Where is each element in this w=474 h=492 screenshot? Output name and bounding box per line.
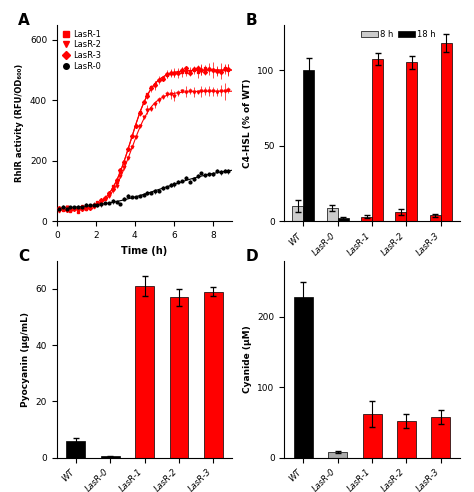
- Bar: [66, 441, 85, 458]
- Bar: [294, 297, 313, 458]
- Text: B: B: [246, 13, 257, 28]
- Text: A: A: [18, 13, 30, 28]
- Bar: [363, 414, 382, 458]
- Bar: [361, 217, 372, 221]
- Bar: [431, 417, 450, 458]
- Bar: [337, 218, 349, 221]
- Bar: [407, 62, 418, 221]
- Y-axis label: C4-HSL (% of WT): C4-HSL (% of WT): [243, 78, 252, 168]
- Y-axis label: Pyocyanin (µg/mL): Pyocyanin (µg/mL): [21, 311, 30, 407]
- Bar: [204, 292, 223, 458]
- Bar: [372, 60, 383, 221]
- Bar: [441, 43, 452, 221]
- Text: D: D: [246, 249, 258, 264]
- X-axis label: Time (h): Time (h): [121, 246, 168, 256]
- Bar: [303, 70, 314, 221]
- Legend: 8 h, 18 h: 8 h, 18 h: [360, 29, 437, 39]
- Legend: LasR-1, LasR-2, LasR-3, LasR-0: LasR-1, LasR-2, LasR-3, LasR-0: [61, 29, 101, 71]
- Bar: [397, 421, 416, 458]
- Bar: [430, 215, 441, 221]
- Y-axis label: RhIR activity (RFU/OD₆₀₀): RhIR activity (RFU/OD₆₀₀): [15, 64, 24, 182]
- Bar: [328, 452, 347, 458]
- Bar: [100, 456, 119, 458]
- Bar: [292, 206, 303, 221]
- Bar: [135, 286, 154, 458]
- Bar: [395, 213, 407, 221]
- Bar: [170, 297, 188, 458]
- Y-axis label: Cyanide (µM): Cyanide (µM): [243, 325, 252, 393]
- Text: C: C: [18, 249, 29, 264]
- Bar: [327, 208, 337, 221]
